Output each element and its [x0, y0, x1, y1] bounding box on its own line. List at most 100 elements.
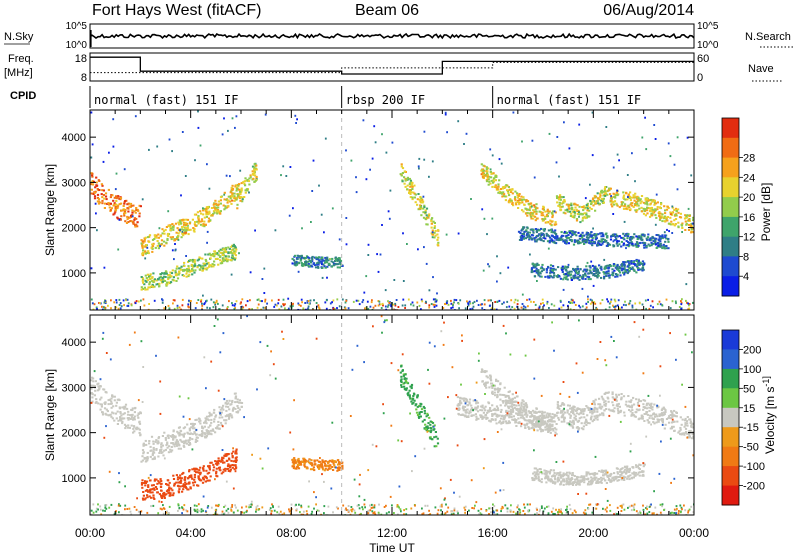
noise-cell	[634, 303, 636, 305]
echo-cell	[629, 239, 631, 241]
noise-cell	[645, 300, 647, 302]
echo-cell	[553, 276, 555, 278]
echo-cell	[227, 202, 229, 204]
echo-cell	[98, 189, 100, 191]
sparse-cell	[655, 224, 657, 226]
echo-cell	[149, 234, 151, 236]
noise-cell	[428, 307, 430, 309]
echo-cell	[178, 490, 180, 492]
echo-cell	[333, 464, 335, 466]
noise-cell	[548, 307, 550, 309]
sparse-cell	[585, 197, 587, 199]
echo-cell	[218, 424, 220, 426]
echo-cell	[636, 260, 638, 262]
echo-cell	[230, 203, 232, 205]
echo-cell	[156, 488, 158, 490]
noise-right-label: N.Search	[745, 31, 791, 43]
echo-cell	[231, 195, 233, 197]
freq-trace	[90, 57, 694, 74]
sparse-cell	[287, 298, 289, 300]
echo-cell	[532, 229, 534, 231]
noise-cell	[587, 298, 589, 300]
echo-cell	[172, 227, 174, 229]
echo-cell	[92, 183, 94, 185]
echo-cell	[407, 394, 409, 396]
echo-cell	[115, 405, 117, 407]
sparse-cell	[578, 216, 580, 218]
sparse-cell	[522, 294, 524, 296]
sparse-cell	[617, 154, 619, 156]
echo-cell	[147, 286, 149, 288]
colorbar-swatch	[722, 118, 739, 138]
echo-cell	[155, 247, 157, 249]
echo-cell	[135, 209, 137, 211]
sparse-cell	[393, 279, 395, 281]
sparse-cell	[612, 213, 614, 215]
echo-cell	[173, 239, 175, 241]
echo-cell	[213, 212, 215, 214]
echo-cell	[430, 421, 432, 423]
echo-cell	[91, 396, 93, 398]
echo-cell	[204, 426, 206, 428]
noise-cell	[249, 299, 251, 301]
echo-cell	[543, 240, 545, 242]
echo-cell	[494, 413, 496, 415]
sparse-cell	[603, 259, 605, 261]
echo-cell	[433, 436, 435, 438]
echo-cell	[196, 469, 198, 471]
echo-cell	[303, 460, 305, 462]
sparse-cell	[417, 248, 419, 250]
echo-cell	[564, 212, 566, 214]
noise-cell	[107, 305, 109, 307]
echo-cell	[227, 406, 229, 408]
echo-cell	[514, 191, 516, 193]
echo-cell	[625, 234, 627, 236]
echo-cell	[110, 203, 112, 205]
noise-cell	[510, 299, 512, 301]
echo-cell	[239, 409, 241, 411]
echo-cell	[576, 209, 578, 211]
echo-cell	[432, 234, 434, 236]
echo-cell	[512, 202, 514, 204]
sparse-cell	[668, 230, 670, 232]
echo-cell	[215, 414, 217, 416]
power-ylabel: Slant Range [km]	[43, 164, 57, 256]
noise-cell	[200, 301, 202, 303]
sparse-cell	[381, 224, 383, 226]
echo-cell	[500, 192, 502, 194]
echo-cell	[560, 278, 562, 280]
echo-cell	[219, 256, 221, 258]
sparse-cell	[180, 194, 182, 196]
echo-cell	[546, 214, 548, 216]
echo-cell	[585, 217, 587, 219]
echo-cell	[190, 426, 192, 428]
echo-cell	[624, 205, 626, 207]
echo-cell	[321, 257, 323, 259]
echo-cell	[131, 417, 133, 419]
echo-cell	[588, 215, 590, 217]
echo-cell	[435, 445, 437, 447]
echo-cell	[586, 204, 588, 206]
echo-cell	[174, 270, 176, 272]
sparse-cell	[202, 295, 204, 297]
echo-cell	[407, 185, 409, 187]
echo-cell	[145, 237, 147, 239]
echo-cell	[106, 198, 108, 200]
echo-cell	[139, 429, 141, 431]
noise-cell	[425, 301, 427, 303]
echo-cell	[165, 493, 167, 495]
echo-cell	[183, 275, 185, 277]
echo-cell	[607, 268, 609, 270]
sparse-cell	[445, 114, 447, 116]
noise-cell	[672, 300, 674, 302]
echo-cell	[223, 205, 225, 207]
echo-cell	[147, 236, 149, 238]
echo-cell	[236, 401, 238, 403]
noise-cell	[172, 302, 174, 304]
echo-cell	[523, 204, 525, 206]
echo-cell	[500, 411, 502, 413]
echo-cell	[161, 278, 163, 280]
echo-cell	[219, 259, 221, 261]
sparse-cell	[470, 198, 472, 200]
echo-cell	[603, 198, 605, 200]
